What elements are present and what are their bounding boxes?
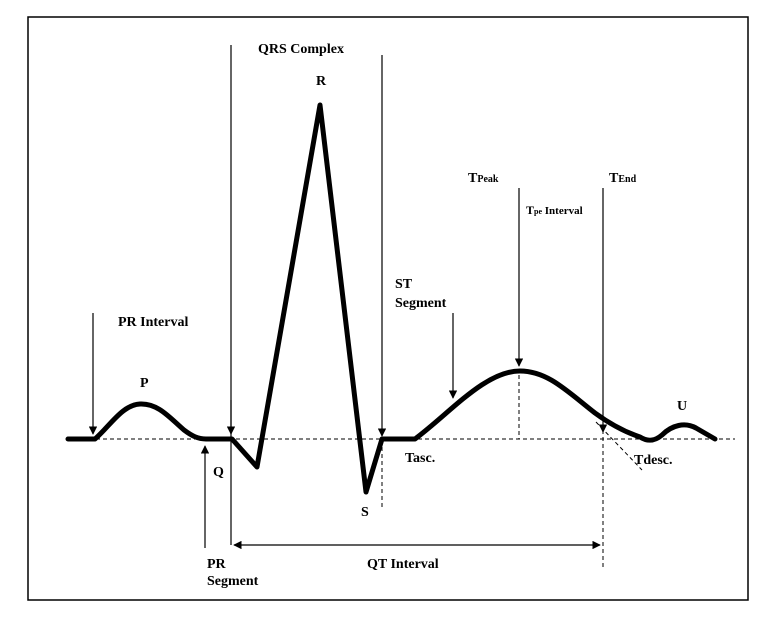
q-wave-label: Q (213, 465, 224, 480)
t-peak-label-sub: Peak (477, 174, 499, 185)
tdesc-label: Tdesc. (634, 453, 673, 468)
r-wave-label: R (316, 74, 327, 89)
tpe-label-sub: pe (534, 207, 542, 216)
t-end-label-sub: End (618, 174, 636, 185)
st-segment-label-line1: ST (395, 277, 413, 292)
t-end-label: TEnd (609, 171, 637, 186)
p-wave-label: P (140, 376, 149, 391)
tpe-interval-label: Tpe Interval (526, 203, 583, 217)
t-peak-label: TPeak (468, 171, 499, 186)
pr-segment-label-line1: PR (207, 557, 227, 572)
pr-interval-label: PR Interval (118, 315, 188, 330)
tasc-label: Tasc. (405, 451, 435, 466)
pr-segment-label-line2: Segment (207, 574, 259, 589)
t-peak-label-main: T (468, 171, 478, 186)
diagram-frame (27, 16, 749, 601)
qrs-complex-label: QRS Complex (258, 42, 344, 57)
ecg-trace (65, 102, 718, 495)
t-end-label-main: T (609, 171, 619, 186)
qt-interval-label: QT Interval (367, 557, 439, 572)
u-wave-label: U (677, 399, 687, 414)
tpe-label-main: T (526, 203, 534, 217)
tpe-label-rest: Interval (542, 205, 583, 217)
st-segment-label-line2: Segment (395, 296, 447, 311)
s-wave-label: S (361, 505, 369, 520)
